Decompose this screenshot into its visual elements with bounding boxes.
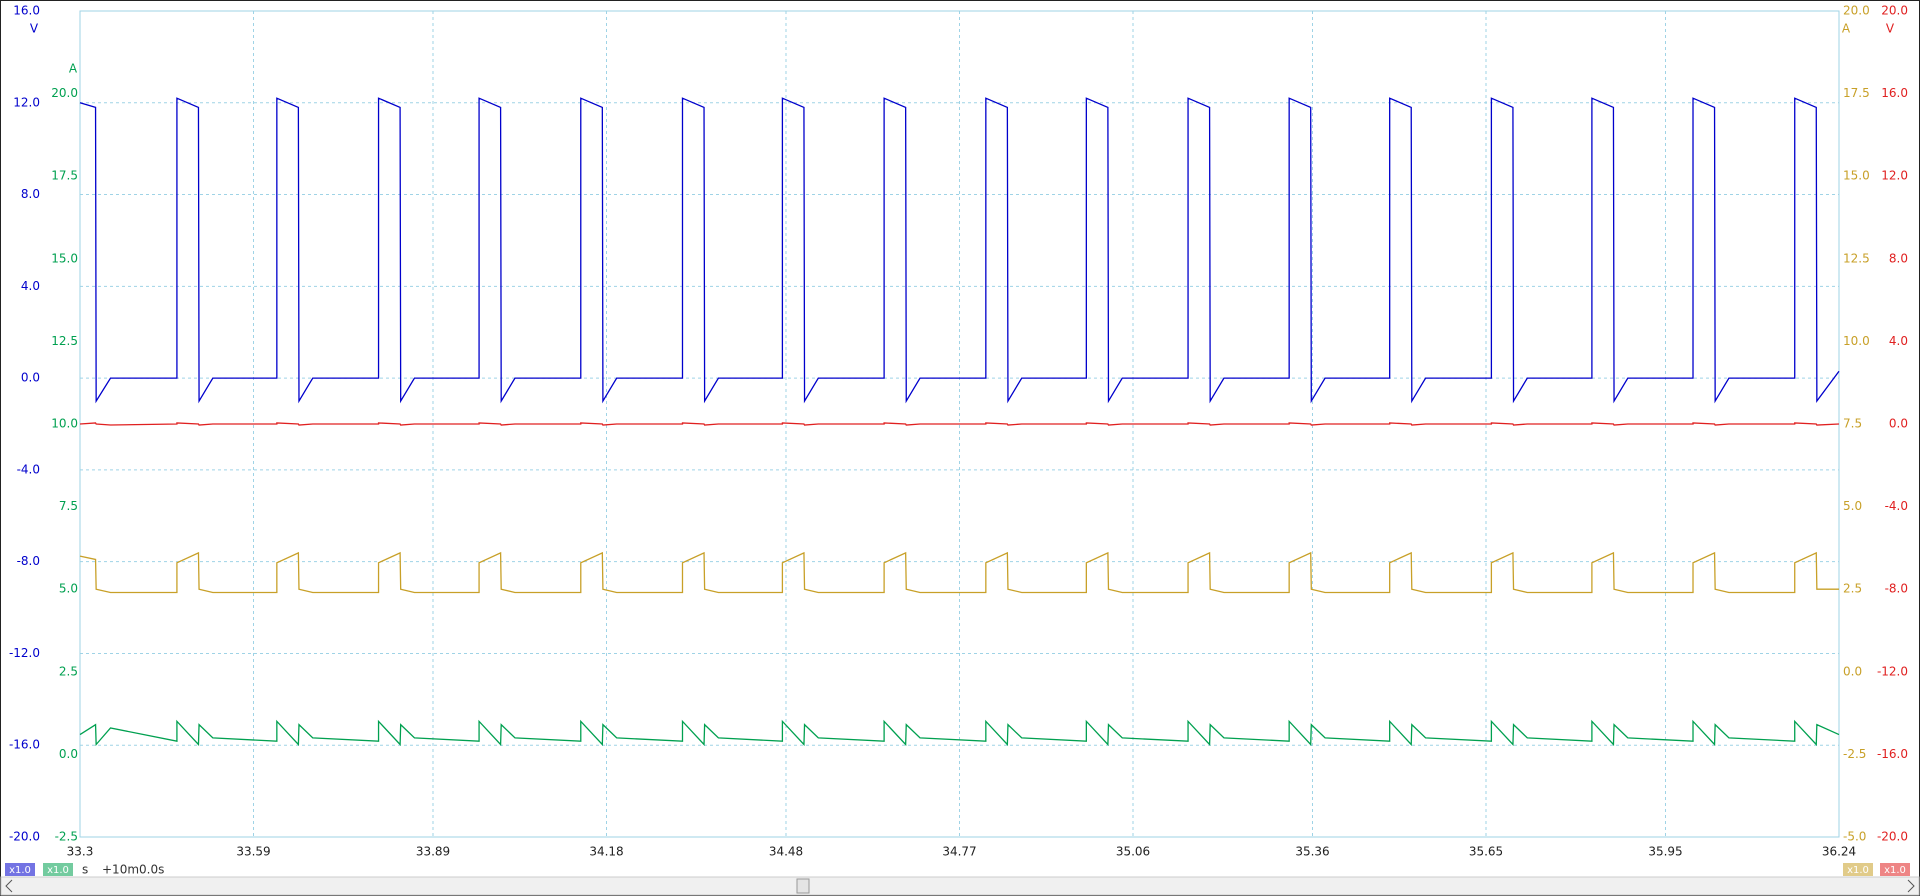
traces (79, 97, 1840, 747)
x-tick-label: 35.65 (1469, 845, 1503, 859)
badge-box (1843, 863, 1873, 876)
x-tick-label: 33.89 (416, 845, 450, 859)
y-tick-label: 17.5 (1843, 86, 1870, 100)
y-tick-label: 5.0 (59, 582, 78, 596)
y-tick-label: 7.5 (1843, 417, 1862, 431)
x-tick-label: 34.18 (589, 845, 623, 859)
y-tick-label: 2.5 (59, 664, 78, 678)
y-tick-label: 10.0 (51, 417, 78, 431)
x-tick-label: 33.3 (67, 845, 94, 859)
trace (79, 719, 1840, 747)
axis-unit: A (69, 62, 78, 76)
y-tick-label: 16.0 (1881, 86, 1908, 100)
y-tick-label: 5.0 (1843, 499, 1862, 513)
y-tick-label: 8.0 (1889, 251, 1908, 265)
axis-unit: A (1842, 22, 1851, 36)
badge-box (43, 863, 73, 876)
x-tick-label: 35.36 (1295, 845, 1329, 859)
x-tick-label: 33.59 (236, 845, 270, 859)
scroll-left[interactable] (5, 879, 13, 893)
y-tick-label: 20.0 (1881, 4, 1908, 18)
y-tick-label: 20.0 (1843, 4, 1870, 18)
footer: s +10m0.0s x1.0 x1.0 x1.0 x1.0 (5, 863, 1910, 877)
scroll-thumb[interactable] (796, 878, 810, 894)
y-tick-label: 0.0 (1889, 417, 1908, 431)
trace (79, 422, 1840, 426)
scrollbar[interactable] (0, 876, 1920, 896)
scale-badge: x1.0 (5, 863, 35, 876)
y-tick-label: 15.0 (51, 251, 78, 265)
trace (79, 551, 1839, 594)
scale-badge: x1.0 (1843, 863, 1873, 876)
axis-unit: V (30, 22, 39, 36)
y-tick-label: 17.5 (51, 169, 78, 183)
x-unit: s (82, 863, 88, 877)
badge-box (1880, 863, 1910, 876)
y-tick-label: 12.5 (1843, 251, 1870, 265)
y-tick-label: 15.0 (1843, 169, 1870, 183)
y-tick-label: -16.0 (1877, 747, 1908, 761)
y-tick-label: 2.5 (1843, 582, 1862, 596)
y-tick-label: -4.0 (17, 462, 40, 476)
y-tick-label: -4.0 (1885, 499, 1908, 513)
y-tick-label: 12.0 (13, 95, 40, 109)
badge-box (5, 863, 35, 876)
axis-unit: V (1886, 22, 1895, 36)
badge-label: x1.0 (1847, 865, 1869, 876)
y-tick-label: 12.0 (1881, 169, 1908, 183)
x-tick-label: 35.95 (1648, 845, 1682, 859)
y-tick-label: -12.0 (9, 646, 40, 660)
scroll-track[interactable] (0, 876, 1920, 896)
y-tick-label: 7.5 (59, 499, 78, 513)
y-tick-label: -8.0 (1885, 582, 1908, 596)
y-tick-label: -20.0 (1877, 830, 1908, 844)
scroll-right[interactable] (1907, 879, 1915, 893)
y-tick-label: 10.0 (1843, 334, 1870, 348)
y-tick-label: -16.0 (9, 738, 40, 752)
y-tick-label: 8.0 (21, 187, 40, 201)
y-tick-label: 0.0 (1843, 664, 1862, 678)
y-tick-label: -8.0 (17, 554, 40, 568)
badge-label: x1.0 (47, 865, 69, 876)
scale-badge: x1.0 (1880, 863, 1910, 876)
y-tick-label: -20.0 (9, 830, 40, 844)
y-tick-label: 4.0 (1889, 334, 1908, 348)
x-tick-label: 34.48 (769, 845, 803, 859)
y-tick-label: 20.0 (51, 86, 78, 100)
y-tick-label: 0.0 (59, 747, 78, 761)
y-tick-label: -2.5 (1843, 747, 1866, 761)
badge-label: x1.0 (9, 865, 31, 876)
y-tick-label: 4.0 (21, 279, 40, 293)
badge-label: x1.0 (1884, 865, 1906, 876)
x-tick-label: 35.06 (1116, 845, 1150, 859)
scale-badge: x1.0 (43, 863, 73, 876)
y-tick-label: -2.5 (55, 830, 78, 844)
axes: 33.3 33.59 33.89 34.18 34.48 34.77 35.06 35.36 3… (9, 4, 1908, 859)
y-tick-label: 12.5 (51, 334, 78, 348)
x-tick-label: 34.77 (942, 845, 976, 859)
y-tick-label: 0.0 (21, 371, 40, 385)
y-tick-label: 16.0 (13, 4, 40, 18)
y-tick-label: -5.0 (1843, 830, 1866, 844)
trace (79, 97, 1840, 404)
x-tick-label: 36.24 (1822, 845, 1856, 859)
y-tick-label: -12.0 (1877, 664, 1908, 678)
x-offset: +10m0.0s (102, 863, 164, 877)
